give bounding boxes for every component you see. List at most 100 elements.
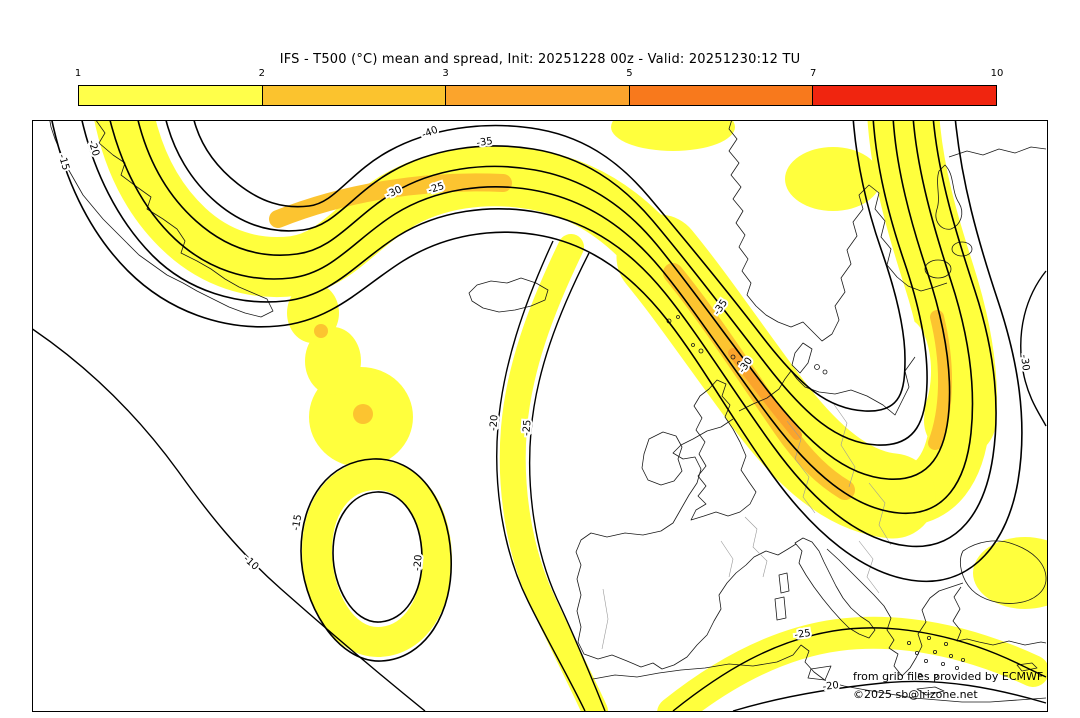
contour-label: -25 — [794, 628, 812, 641]
contour-line-minus10 — [33, 328, 426, 711]
coast-iceland — [468, 277, 549, 313]
contour-label: -20 — [412, 554, 424, 571]
contour-label: -30 — [1018, 354, 1031, 372]
coast-corsica — [778, 572, 790, 594]
coast-balkans-greece — [826, 548, 964, 677]
contour-central-minus25 — [529, 252, 606, 711]
country-border — [868, 482, 892, 546]
island — [737, 361, 741, 365]
coast-ireland — [641, 431, 683, 486]
contour-southeast-minus25 — [672, 627, 1047, 711]
contour-line-minus35 — [165, 121, 928, 446]
country-border-layer — [601, 402, 892, 650]
forecast-map-svg: -20 -15 -25 -30 -40 -35 -30 -35 -30 -20 … — [33, 121, 1047, 711]
colorbar-cell — [79, 86, 262, 105]
coastline-layer — [49, 121, 1047, 703]
country-border — [744, 516, 768, 578]
contour-ring-minus20 — [332, 491, 423, 623]
spread-deep-core — [728, 348, 802, 440]
colorbar-tick: 3 — [442, 68, 449, 79]
colorbar-cell — [261, 86, 446, 105]
spread-band-east — [867, 121, 997, 457]
coast-great-britain — [690, 379, 757, 521]
coast-black-sea — [960, 540, 1047, 604]
spread-ring-hole — [336, 504, 418, 612]
coast-baltic-south — [738, 356, 916, 416]
coast-white-sea — [935, 164, 963, 230]
spread-ring — [302, 460, 452, 657]
colorbar-tick-row: 1 2 3 5 7 10 — [74, 68, 1004, 82]
spread-core-layer — [269, 173, 952, 500]
spread-core-spot — [314, 324, 328, 338]
colorbar-cell — [445, 86, 629, 105]
coast-france-iberia — [575, 418, 797, 670]
spread-blob — [611, 121, 735, 151]
island — [691, 343, 695, 347]
coast-denmark — [791, 342, 813, 374]
contour-label: -10 — [241, 554, 261, 573]
spread-core — [928, 310, 952, 450]
colorbar-bar — [78, 85, 997, 106]
island — [730, 354, 736, 360]
contour-label: -20 — [822, 680, 839, 693]
coast-sicily — [807, 665, 832, 681]
contour-label: -35 — [476, 136, 494, 149]
lake-ladoga — [924, 259, 952, 279]
country-border — [858, 540, 880, 594]
attribution: from grib files provided by ECMWF ©2025 … — [853, 668, 1043, 705]
colorbar-tick: 7 — [810, 68, 817, 79]
coast-north-africa — [592, 644, 1047, 703]
coast-greenland — [49, 121, 274, 318]
colorbar-tick: 1 — [74, 68, 82, 79]
contour-layer — [33, 121, 1047, 711]
spread-core-spot — [353, 404, 373, 424]
contour-label: -40 — [420, 125, 439, 141]
contour-central-minus20 — [496, 240, 586, 711]
spread-colorbar: 1 2 3 5 7 10 — [74, 68, 1004, 108]
contour-east-minus30 — [1020, 270, 1047, 427]
contour-line-minus40 — [193, 121, 906, 412]
contour-line-minus25 — [109, 121, 974, 514]
page-title: IFS - T500 (°C) mean and spread, Init: 2… — [279, 52, 801, 67]
island — [698, 348, 704, 354]
spread-deep-layer — [728, 348, 802, 440]
country-border — [786, 420, 816, 514]
contour-line-minus20 — [81, 121, 997, 548]
contour-label: -15 — [56, 153, 71, 172]
colorbar-cell — [812, 86, 996, 105]
aegean-islands — [907, 636, 966, 679]
spread-core — [269, 173, 512, 228]
coast-italy — [794, 537, 876, 639]
spread-central-streak — [499, 234, 608, 711]
colorbar-tick: 2 — [258, 68, 265, 79]
contour-line-minus15 — [51, 121, 1023, 583]
island — [814, 364, 820, 370]
spread-blob — [305, 327, 361, 395]
contour-label: -20 — [488, 414, 500, 431]
colorbar-cell — [628, 86, 813, 105]
coast-turkey — [952, 586, 1047, 646]
country-border — [720, 540, 734, 578]
spread-blob — [785, 147, 881, 211]
coast-crete — [916, 686, 945, 696]
island-faroe — [676, 315, 680, 319]
spread-blob — [287, 283, 339, 343]
contour-label: -15 — [291, 514, 305, 532]
spread-core — [663, 263, 855, 500]
country-border — [601, 588, 609, 650]
colorbar-tick: 5 — [626, 68, 633, 79]
contour-line-minus30 — [137, 121, 951, 480]
contour-southeast-minus20 — [732, 680, 1047, 711]
lake-onega — [951, 241, 973, 257]
spread-core-blobs — [314, 324, 373, 424]
spread-southeast-swath — [657, 616, 1047, 711]
colorbar-tick: 10 — [990, 68, 1004, 79]
map-frame: -20 -15 -25 -30 -40 -35 -30 -35 -30 -20 … — [32, 120, 1048, 712]
contour-label: -25 — [521, 419, 533, 436]
coast-scandinavia — [728, 121, 948, 342]
country-border — [832, 402, 856, 488]
attribution-source: from grib files provided by ECMWF — [853, 669, 1044, 683]
trough-interior — [883, 319, 931, 423]
island — [822, 369, 828, 375]
coast-sardinia — [774, 596, 787, 621]
